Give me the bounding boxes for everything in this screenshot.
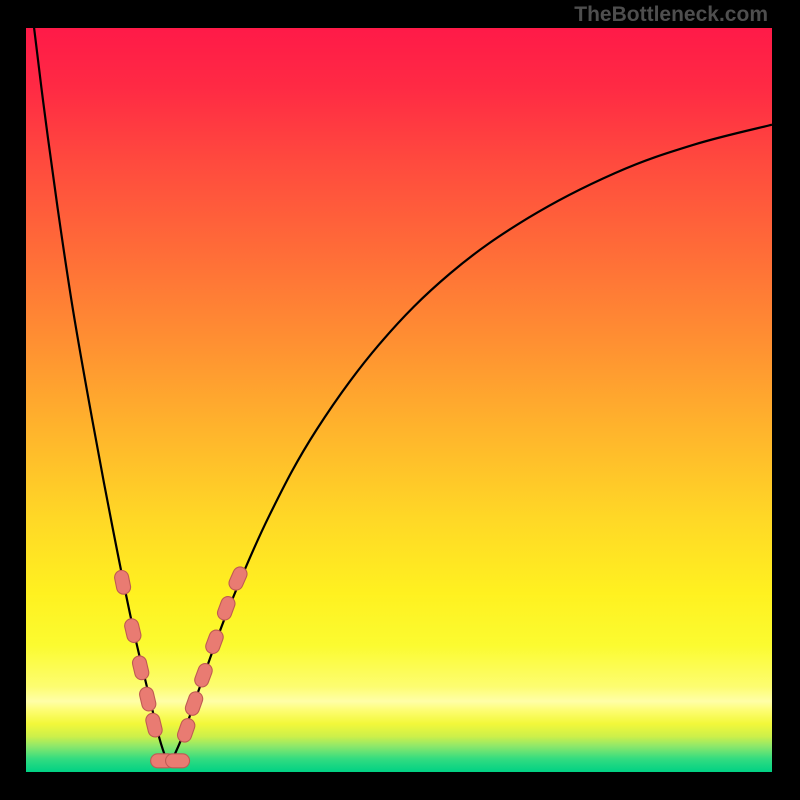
curve-marker bbox=[138, 686, 157, 713]
curve-marker bbox=[131, 655, 150, 682]
chart-plot-area bbox=[26, 28, 772, 772]
curve-marker bbox=[216, 595, 237, 622]
curve-marker bbox=[166, 754, 190, 768]
curve-right-branch bbox=[169, 125, 772, 767]
curve-marker bbox=[193, 662, 214, 689]
chart-frame bbox=[0, 0, 800, 800]
curve-marker bbox=[176, 717, 197, 744]
curve-marker bbox=[113, 569, 131, 595]
watermark-label: TheBottleneck.com bbox=[574, 3, 768, 27]
curve-marker bbox=[204, 628, 225, 655]
curve-marker bbox=[183, 690, 204, 717]
chart-svg bbox=[26, 28, 772, 772]
curve-left-branch bbox=[32, 13, 169, 767]
curve-marker bbox=[144, 712, 163, 739]
curve-marker bbox=[123, 617, 142, 644]
